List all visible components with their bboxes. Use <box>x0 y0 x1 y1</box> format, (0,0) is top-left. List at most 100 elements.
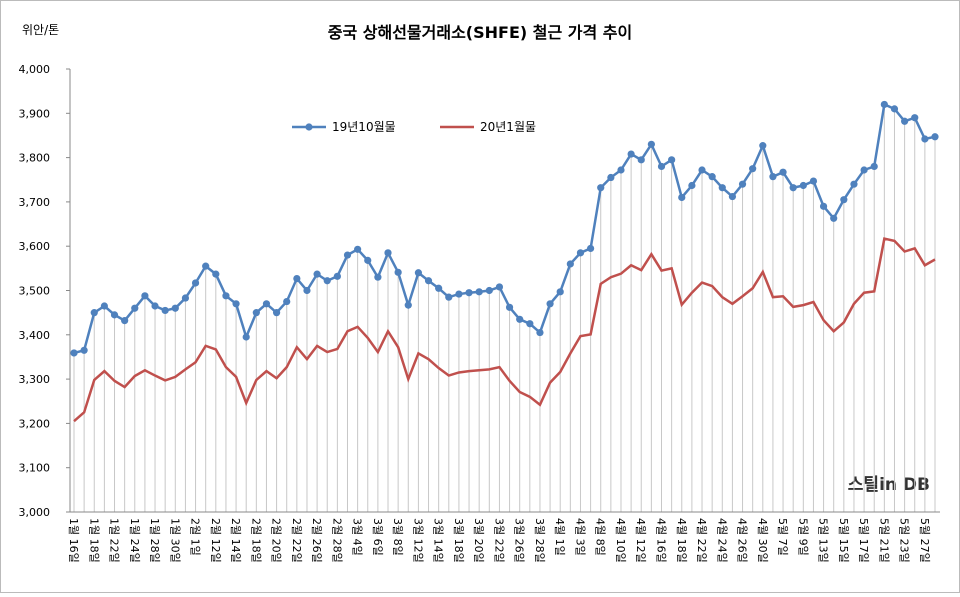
point <box>131 304 139 312</box>
point <box>637 156 645 164</box>
y-tick-label: 3,200 <box>19 417 51 430</box>
point <box>698 166 706 174</box>
x-tick-label: 4월 30일 <box>756 518 770 563</box>
point <box>799 181 807 190</box>
point <box>465 289 473 297</box>
point <box>242 333 250 341</box>
point <box>181 294 190 302</box>
point <box>202 262 210 270</box>
point <box>455 290 463 298</box>
point <box>688 181 696 190</box>
point <box>708 173 716 181</box>
x-tick-label: 2월 14일 <box>229 518 243 563</box>
point <box>738 180 747 188</box>
point <box>333 272 341 280</box>
x-tick-label: 1월 16일 <box>67 518 81 563</box>
x-tick-label: 5월 15일 <box>837 518 851 563</box>
legend-label: 19년10월물 <box>332 120 396 134</box>
x-tick-label: 5월 27일 <box>918 518 932 563</box>
x-tick-label: 4월 22일 <box>695 518 709 563</box>
point <box>718 184 726 192</box>
point <box>364 256 372 264</box>
y-tick-label: 3,600 <box>19 240 51 253</box>
point <box>313 270 321 278</box>
watermark: 스틸in DB <box>848 474 930 495</box>
point <box>597 184 605 192</box>
x-tick-label: 4월 8일 <box>594 518 608 556</box>
point <box>769 173 777 181</box>
point <box>262 300 271 308</box>
x-tick-label: 3월 6일 <box>371 518 385 556</box>
point <box>293 274 301 283</box>
y-tick-label: 3,100 <box>19 462 51 475</box>
point <box>141 292 149 300</box>
point <box>110 311 119 319</box>
x-tick-label: 4월 18일 <box>675 518 689 563</box>
point <box>445 293 453 301</box>
point <box>890 105 899 113</box>
point <box>435 284 443 292</box>
point <box>354 245 362 253</box>
y-tick-label: 3,900 <box>19 107 51 120</box>
x-tick-label: 4월 1일 <box>553 518 567 556</box>
y-unit: 위안/톤 <box>22 23 59 37</box>
point <box>657 162 666 171</box>
x-tick-label: 5월 7일 <box>776 518 790 556</box>
point <box>819 202 828 210</box>
x-tick-label: 3월 28일 <box>533 518 547 563</box>
point <box>759 142 767 150</box>
point <box>880 100 888 109</box>
x-tick-label: 5월 21일 <box>877 518 891 563</box>
y-tick-label: 3,700 <box>19 196 51 209</box>
x-tick-label: 3월 18일 <box>452 518 466 563</box>
x-tick-label: 5월 9일 <box>796 518 810 556</box>
x-tick-label: 2월 22일 <box>290 518 304 563</box>
series-line <box>73 237 936 423</box>
y-tick-label: 3,800 <box>19 152 51 165</box>
legend-marker <box>305 123 313 131</box>
point <box>272 309 281 317</box>
point <box>485 286 493 295</box>
point <box>779 168 787 176</box>
point <box>191 279 200 287</box>
x-tick-label: 1월 28일 <box>148 518 162 563</box>
x-tick-label: 5월 13일 <box>817 518 831 563</box>
point <box>607 173 615 182</box>
x-tick-label: 4월 26일 <box>736 518 750 563</box>
point <box>911 114 919 122</box>
y-tick-label: 3,500 <box>19 285 51 298</box>
point <box>505 303 514 311</box>
point <box>475 288 483 296</box>
x-tick-label: 3월 20일 <box>472 518 486 563</box>
x-tick-label: 1월 22일 <box>108 518 122 563</box>
point <box>647 140 655 148</box>
point <box>283 297 291 306</box>
point <box>394 268 402 276</box>
point <box>678 193 686 202</box>
y-tick-label: 3,300 <box>19 373 51 386</box>
point <box>151 302 159 310</box>
point <box>860 166 868 174</box>
x-tick-label: 4월 10일 <box>614 518 628 563</box>
x-tick-label: 2월 20일 <box>270 518 284 563</box>
point <box>668 156 676 164</box>
point <box>516 315 524 323</box>
point <box>840 196 848 204</box>
point <box>404 301 412 309</box>
point <box>728 192 737 201</box>
point <box>343 251 352 259</box>
point <box>870 162 878 171</box>
point <box>546 300 554 308</box>
point <box>921 135 929 143</box>
point <box>323 277 331 285</box>
x-tick-label: 4월 12일 <box>634 518 648 563</box>
y-tick-label: 3,400 <box>19 329 51 342</box>
x-tick-label: 1월 30일 <box>168 518 182 563</box>
x-tick-label: 2월 12일 <box>209 518 223 563</box>
point <box>830 214 838 222</box>
x-tick-label: 2월 26일 <box>310 518 324 563</box>
point <box>70 349 78 357</box>
point <box>789 184 797 192</box>
